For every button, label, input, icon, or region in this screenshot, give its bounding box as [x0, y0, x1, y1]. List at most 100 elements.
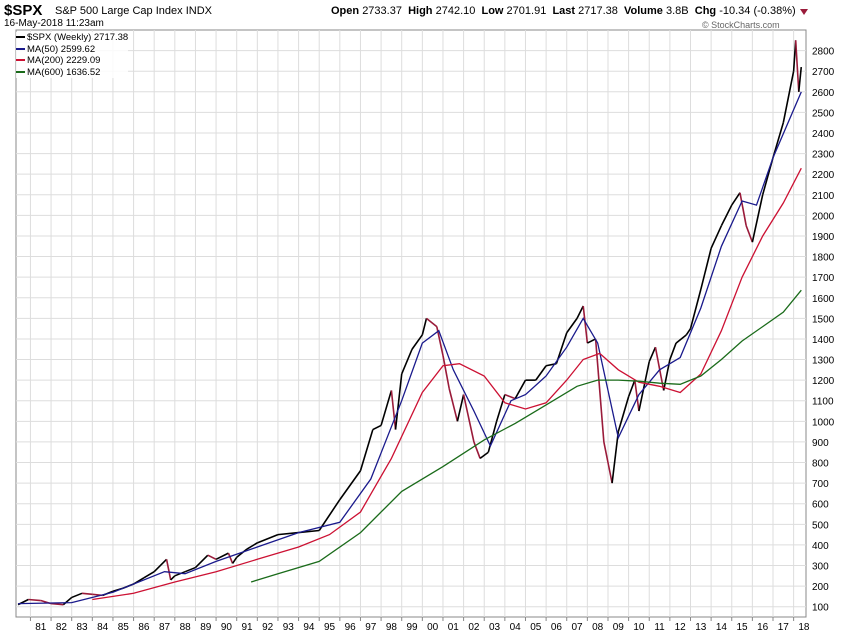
x-tick-label: 82: [56, 622, 68, 633]
price-segment: [685, 328, 692, 336]
price-segment: [675, 334, 687, 344]
last-label: Last: [552, 5, 576, 17]
price-segment: [607, 462, 613, 484]
price-segment: [215, 552, 229, 561]
x-tick-label: 81: [35, 622, 47, 633]
legend-item-spx: $SPX (Weekly) 2717.38: [16, 32, 128, 44]
price-segment: [153, 558, 168, 573]
price-segment: [257, 533, 279, 544]
x-tick-label: 97: [365, 622, 377, 633]
x-tick-label: 08: [592, 622, 604, 633]
price-segment: [669, 342, 677, 360]
x-tick-label: 03: [489, 622, 501, 633]
y-tick-label: 2700: [812, 67, 835, 78]
price-segment: [611, 431, 620, 484]
price-segment: [479, 451, 489, 460]
last-value: 2717.38: [578, 5, 618, 17]
high-label: High: [408, 5, 433, 17]
plot-area: [15, 29, 807, 618]
low-value: 2701.91: [506, 5, 547, 17]
y-tick-label: 500: [812, 520, 829, 531]
x-tick-label: 86: [138, 622, 150, 633]
x-tick-label: 12: [675, 622, 687, 633]
price-segment: [442, 355, 450, 389]
price-segment: [207, 554, 217, 561]
ma200-line: [92, 167, 802, 601]
y-tick-label: 900: [812, 438, 829, 449]
y-tick-label: 1500: [812, 314, 835, 325]
price-segment: [700, 248, 712, 290]
x-tick-label: 90: [221, 622, 233, 633]
legend-swatch: [16, 70, 25, 73]
symbol: $SPX: [4, 2, 43, 19]
x-tick-label: 88: [180, 622, 192, 633]
x-tick-label: 09: [613, 622, 625, 633]
x-tick-label: 15: [736, 622, 748, 633]
y-tick-label: 2300: [812, 150, 835, 161]
price-segment: [425, 317, 438, 328]
ma50-line: [18, 91, 802, 605]
x-tick-label: 84: [97, 622, 109, 633]
price-segment: [582, 305, 589, 344]
y-tick-label: 2400: [812, 129, 835, 140]
y-tick-label: 400: [812, 541, 829, 552]
x-tick-label: 89: [200, 622, 212, 633]
legend-item-ma600: MA(600) 1636.52: [16, 67, 128, 79]
exchange: INDX: [185, 5, 212, 17]
x-tick-label: 16: [757, 622, 769, 633]
price-segment: [170, 575, 176, 581]
price-segment: [495, 394, 506, 422]
price-segment: [473, 441, 481, 459]
y-tick-label: 700: [812, 479, 829, 490]
price-segment: [246, 542, 258, 550]
x-tick-label: 06: [551, 622, 563, 633]
x-tick-label: 05: [530, 622, 542, 633]
x-tick-label: 99: [406, 622, 418, 633]
low-label: Low: [481, 5, 504, 17]
price-segment: [594, 338, 605, 442]
price-segment: [50, 602, 64, 606]
legend-swatch: [16, 36, 25, 39]
price-segment: [504, 393, 516, 400]
price-segment: [277, 531, 299, 536]
open-label: Open: [331, 5, 360, 17]
y-tick-label: 1400: [812, 335, 835, 346]
price-segment: [576, 305, 584, 319]
ma600-line: [250, 289, 802, 583]
y-tick-label: 100: [812, 603, 829, 614]
y-tick-label: 2000: [812, 211, 835, 222]
x-tick-label: 93: [283, 622, 295, 633]
chg-value: -10.34 (-0.38%): [719, 5, 796, 17]
y-tick-label: 1600: [812, 294, 835, 305]
price-segment: [456, 394, 465, 422]
x-tick-label: 07: [571, 622, 583, 633]
x-tick-label: 10: [633, 622, 645, 633]
chg-label: Chg: [694, 5, 717, 17]
price-segment: [62, 596, 73, 606]
y-tick-label: 600: [812, 500, 829, 511]
price-segment: [359, 429, 374, 471]
y-tick-label: 300: [812, 562, 829, 573]
price-segment: [339, 470, 362, 501]
price-segment: [689, 289, 702, 329]
x-tick-label: 96: [345, 622, 357, 633]
price-segment: [627, 379, 636, 397]
y-tick-label: 1200: [812, 376, 835, 387]
x-tick-label: 02: [468, 622, 480, 633]
price-segment: [71, 592, 83, 599]
y-tick-label: 2500: [812, 108, 835, 119]
price-segment: [143, 571, 155, 579]
x-tick-label: 83: [76, 622, 88, 633]
price-segment: [797, 66, 803, 92]
y-tick-label: 2800: [812, 47, 835, 58]
down-arrow-icon: [800, 9, 808, 15]
price-segment: [710, 225, 723, 249]
price-segment: [617, 396, 630, 432]
price-segment: [231, 556, 238, 564]
y-tick-label: 2200: [812, 170, 835, 181]
y-tick-label: 2100: [812, 191, 835, 202]
legend-swatch: [16, 59, 25, 62]
y-tick-label: 1300: [812, 356, 835, 367]
y-tick-label: 1900: [812, 232, 835, 243]
quote-summary: Open 2733.37 High 2742.10 Low 2701.91 La…: [331, 5, 796, 17]
